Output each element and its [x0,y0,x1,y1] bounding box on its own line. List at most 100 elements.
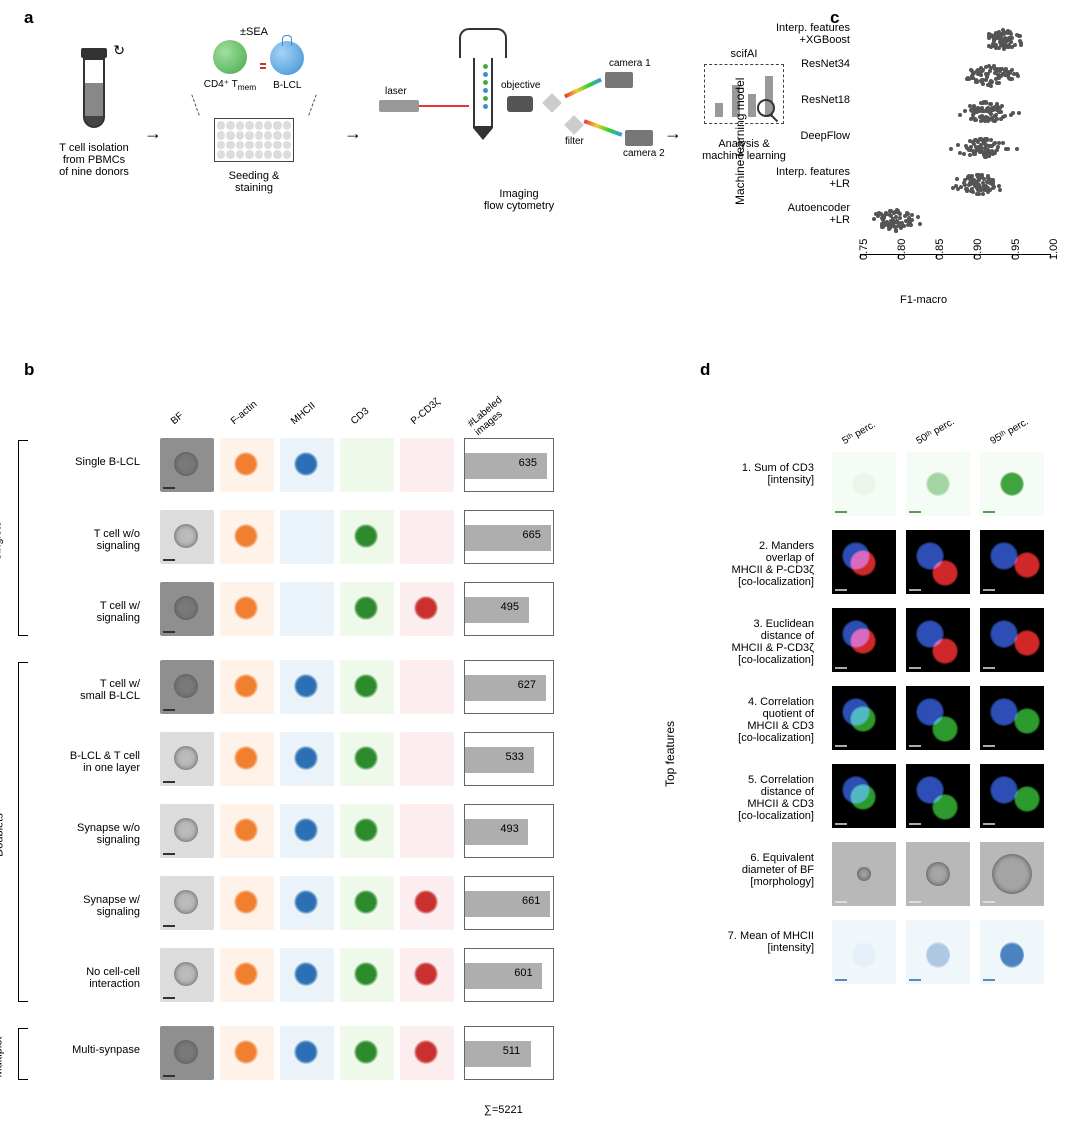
objective-icon [507,96,533,112]
camera2-icon [625,130,653,146]
pd-swatch [906,842,970,906]
pb-row-label: T cell w/ small B-LCL [24,678,148,702]
pb-row-label: T cell w/o signaling [24,528,148,552]
pb-row: Single B-LCL635 [24,434,644,506]
pb-group-label: Singlets [0,521,4,560]
wellplate-icon [214,118,294,162]
pd-feature-label: 1. Sum of CD3 [intensity] [650,462,820,486]
pd-swatch [906,920,970,984]
pb-swatch [280,804,334,858]
b-cell-icon [270,41,304,75]
pb-row-label: No cell-cell interaction [24,966,148,990]
step1-caption: T cell isolation from PBMCs of nine dono… [44,142,144,178]
pb-swatch [220,582,274,636]
pb-swatch [160,660,214,714]
pd-row: 5. Correlation distance of MHCII & CD3 [… [650,762,1070,838]
pb-row-label: Synapse w/ signaling [24,894,148,918]
pd-row: 1. Sum of CD3 [intensity] [650,450,1070,526]
pb-bar-value: 533 [506,751,524,763]
pd-feature-label: 6. Equivalent diameter of BF [morphology… [650,852,820,888]
pb-swatch [220,804,274,858]
pc-model-label: ResNet18 [720,94,850,106]
pb-swatch [340,510,394,564]
pb-swatch [340,1026,394,1080]
pd-swatch [832,842,896,906]
pb-swatch [340,804,394,858]
pd-row: 3. Euclidean distance of MHCII & P-CD3ζ … [650,606,1070,682]
pc-model-label: Interp. features +XGBoost [720,22,850,46]
camera2-label: camera 2 [623,148,665,159]
pb-swatch [400,1026,454,1080]
pb-swatch [340,438,394,492]
pc-x-tick: 0.95 [1010,239,1022,260]
pb-bar-value: 661 [522,895,540,907]
pd-feature-label: 3. Euclidean distance of MHCII & P-CD3ζ … [650,618,820,666]
pb-row-label: B-LCL & T cell in one layer [24,750,148,774]
pd-swatch [832,920,896,984]
pb-bar-value: 511 [503,1045,521,1057]
pc-model-label: DeepFlow [720,130,850,142]
pd-row: 6. Equivalent diameter of BF [morphology… [650,840,1070,916]
laser-icon [379,100,419,112]
pb-swatch [220,1026,274,1080]
sea-label: ±SEA [169,26,339,38]
pb-sum-label: ∑=5221 [484,1104,523,1116]
pb-swatch [160,510,214,564]
pd-swatch [980,764,1044,828]
pc-model-label: Interp. features +LR [720,166,850,190]
pd-swatch [980,842,1044,906]
pd-swatch [906,452,970,516]
laser-label: laser [385,86,407,97]
pd-feature-label: 4. Correlation quotient of MHCII & CD3 [… [650,696,820,744]
panel-c: Machine learning modelInterp. features +… [720,8,1070,308]
pd-swatch [980,686,1044,750]
flow-tube-icon [459,28,507,138]
pb-swatch [400,438,454,492]
pd-swatch [906,764,970,828]
panel-b-label: b [24,360,34,380]
pd-swatch [832,452,896,516]
pb-row: T cell w/ small B-LCL627 [24,656,644,728]
pb-swatch [340,660,394,714]
pb-swatch [220,660,274,714]
pb-row-label: Synapse w/o signaling [24,822,148,846]
panel-a-workflow: ↻ T cell isolation from PBMCs of nine do… [24,8,804,268]
pb-swatch [220,438,274,492]
pd-row: 4. Correlation quotient of MHCII & CD3 [… [650,684,1070,760]
pc-x-tick: 1.00 [1048,239,1060,260]
pb-swatch [220,876,274,930]
pd-swatch [832,530,896,594]
pb-row: B-LCL & T cell in one layer 533 [24,728,644,800]
pd-feature-label: 5. Correlation distance of MHCII & CD3 [… [650,774,820,822]
pd-row: 2. Manders overlap of MHCII & P-CD3ζ [co… [650,528,1070,604]
pb-col-header: CD3 [349,406,371,427]
pd-swatch [906,530,970,594]
pb-row-label: T cell w/ signaling [24,600,148,624]
t-cell-icon [213,40,247,74]
pd-swatch [832,764,896,828]
pb-swatch [220,510,274,564]
pb-swatch [340,732,394,786]
step2-caption: Seeding & staining [169,170,339,194]
pd-feature-label: 7. Mean of MHCII [intensity] [650,930,820,954]
panel-d-label: d [700,360,710,380]
pb-swatch [340,948,394,1002]
pb-swatch [340,876,394,930]
pb-row-label: Multi-synpase [24,1044,148,1056]
pb-col-header: BF [169,410,186,427]
pb-swatch [160,1026,214,1080]
pb-swatch [160,804,214,858]
pb-bar-value: 601 [514,967,532,979]
pb-row-label: Single B-LCL [24,456,148,468]
pb-col-header: F-actin [229,399,259,427]
pb-row: T cell w/ signaling495 [24,578,644,650]
objective-label: objective [501,80,540,91]
pd-swatch [980,920,1044,984]
pb-col-header: P-CD3ζ [409,396,442,427]
step3-caption: Imaging flow cytometry [369,188,669,212]
pb-swatch [160,948,214,1002]
pb-swatch [400,948,454,1002]
pd-swatch [906,686,970,750]
pb-swatch [400,582,454,636]
pb-swatch [280,1026,334,1080]
